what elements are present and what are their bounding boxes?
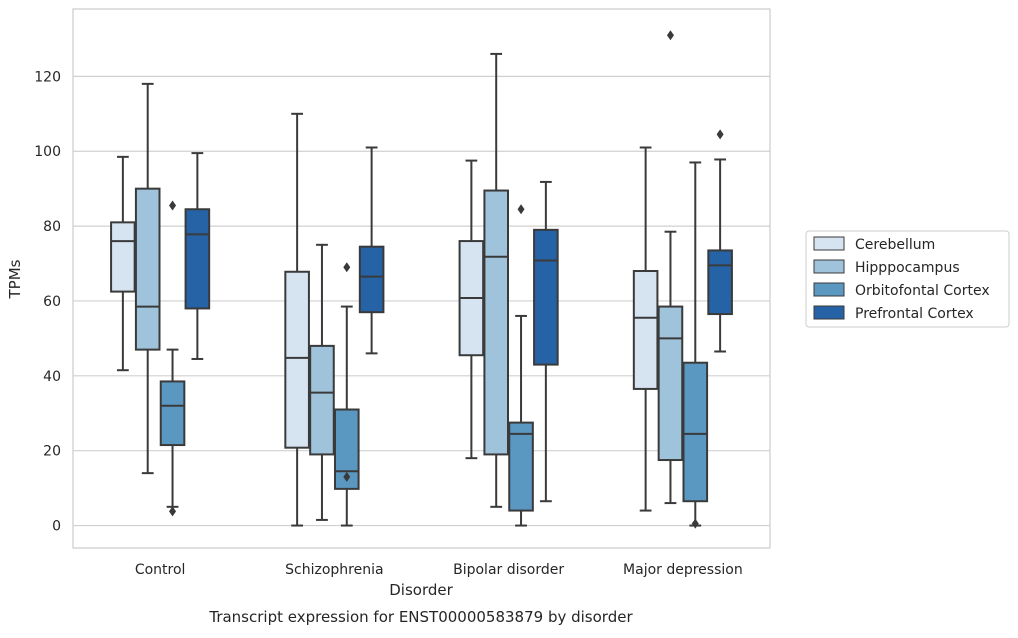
box-group	[159, 200, 186, 517]
box-group	[358, 146, 385, 355]
plot-background	[73, 9, 770, 548]
legend-entries: Cerebellum Hipppocampus Orbitofontal Corte…	[813, 236, 990, 322]
box-group	[134, 82, 161, 475]
series-group	[184, 129, 733, 503]
outlier-point	[691, 518, 699, 529]
box-iqr	[632, 270, 659, 390]
box-series-layer	[110, 30, 733, 529]
box-iqr	[309, 344, 335, 456]
box-iqr	[682, 361, 709, 503]
plot-frame	[72, 8, 771, 549]
box-iqr	[184, 208, 211, 310]
x-tick-label: Control	[135, 562, 186, 578]
legend-label: Orbitofontal Cortex	[855, 283, 990, 299]
legend-swatch	[813, 282, 845, 297]
series-group	[159, 161, 709, 529]
box-iqr	[508, 421, 534, 512]
legend-label: Cerebellum	[855, 237, 935, 253]
legend: Cerebellum Hipppocampus Orbitofontal Corte…	[805, 230, 1010, 328]
box-group	[333, 262, 360, 527]
series-group	[134, 30, 684, 521]
box-group	[483, 52, 510, 508]
y-axis-label: TPMs	[6, 259, 24, 299]
legend-label: Hipppocampus	[855, 260, 960, 276]
y-tick-label: 80	[43, 219, 61, 235]
legend-label: Prefrontal Cortex	[855, 306, 974, 322]
x-tick-labels: Control Schizophrenia Bipolar disorder Majo…	[135, 562, 743, 578]
outlier-point	[716, 129, 724, 140]
box-iqr	[707, 249, 733, 316]
box-iqr	[110, 221, 136, 293]
box-iqr	[134, 187, 161, 351]
box-group	[533, 180, 559, 503]
y-tick-label: 120	[34, 69, 61, 85]
y-tick-labels: 0 20 40 60 80 100 120	[34, 69, 61, 534]
outlier-point	[169, 200, 177, 211]
box-group	[110, 155, 136, 372]
box-iqr	[483, 189, 510, 456]
outlier-point	[343, 471, 351, 482]
outlier-point	[666, 30, 674, 41]
figure-caption: Transcript expression for ENST0000058387…	[208, 608, 633, 626]
box-group	[284, 112, 310, 527]
box-group	[508, 204, 534, 527]
y-tick-label: 0	[52, 519, 61, 535]
x-tick-label: Major depression	[623, 562, 743, 578]
box-group	[632, 146, 659, 512]
box-iqr	[284, 270, 310, 449]
box-group	[458, 159, 485, 460]
box-group	[184, 152, 211, 360]
y-tick-label: 60	[43, 294, 61, 310]
box-group	[707, 129, 733, 353]
legend-swatch	[813, 236, 845, 251]
x-axis-label: Disorder	[389, 581, 453, 599]
box-iqr	[533, 228, 559, 366]
x-tick-label: Schizophrenia	[285, 562, 383, 578]
outlier-point	[517, 204, 525, 215]
x-tick-label: Bipolar disorder	[453, 562, 564, 578]
y-tick-label: 20	[43, 444, 61, 460]
box-group	[682, 161, 709, 529]
outlier-point	[343, 262, 351, 273]
box-group	[309, 243, 335, 521]
legend-swatch	[813, 305, 845, 320]
series-group	[110, 112, 659, 527]
box-iqr	[358, 245, 385, 314]
box-iqr	[333, 408, 360, 490]
legend-frame	[805, 230, 1010, 328]
box-iqr	[657, 305, 684, 462]
outlier-point	[169, 506, 177, 517]
legend-swatch	[813, 259, 845, 274]
y-tick-label: 100	[34, 144, 61, 160]
box-iqr	[159, 380, 186, 447]
y-tick-label: 40	[43, 369, 61, 385]
box-group	[657, 30, 684, 505]
